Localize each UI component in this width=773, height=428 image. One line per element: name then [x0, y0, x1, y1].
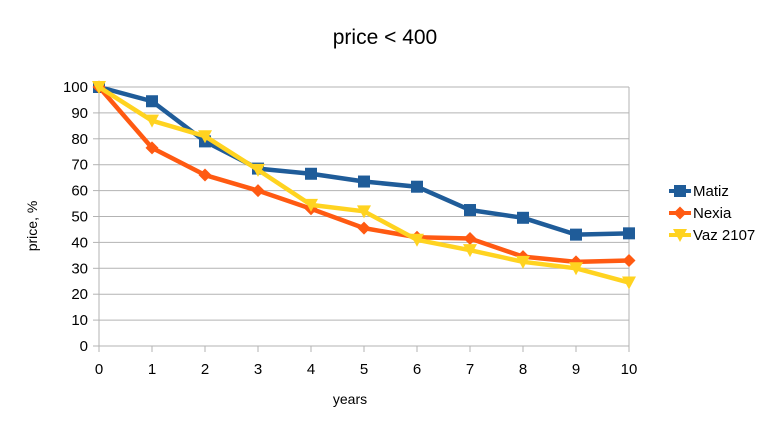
y-tick-label: 30 — [71, 260, 88, 277]
y-tick-label: 50 — [71, 209, 88, 226]
chart-title: price < 400 — [333, 26, 438, 49]
y-tick-label: 90 — [71, 105, 88, 122]
legend-label: Vaz 2107 — [693, 227, 755, 244]
data-point — [570, 228, 582, 241]
series-2 — [92, 81, 636, 290]
x-tick-label: 9 — [572, 361, 580, 378]
legend-entry-2: Vaz 2107 — [669, 227, 755, 244]
y-tick-label: 100 — [63, 79, 88, 96]
axes — [93, 86, 630, 352]
x-tick-label: 7 — [466, 361, 474, 378]
x-tick-label: 5 — [360, 361, 368, 378]
legend-marker — [673, 229, 687, 242]
x-tick-label: 0 — [95, 361, 103, 378]
legend-entry-1: Nexia — [669, 205, 732, 222]
data-point — [516, 255, 530, 269]
data-point — [357, 205, 371, 219]
data-point — [463, 244, 477, 258]
x-tick-label: 3 — [254, 361, 262, 378]
legend-entry-0: Matiz — [669, 183, 729, 200]
data-point — [517, 211, 529, 224]
y-tick-label: 70 — [71, 157, 88, 174]
data-point — [251, 163, 265, 177]
x-tick-label: 1 — [148, 361, 156, 378]
legend-label: Nexia — [693, 205, 732, 222]
y-tick-label: 10 — [71, 312, 88, 329]
y-tick-labels: 0 10 20 30 40 50 60 70 80 90 100 — [63, 79, 88, 355]
data-point — [251, 184, 265, 198]
series-layer — [92, 80, 636, 290]
data-point — [357, 221, 371, 235]
y-tick-label: 20 — [71, 286, 88, 303]
data-point — [622, 254, 636, 268]
data-point — [145, 114, 159, 128]
x-tick-label: 4 — [307, 361, 315, 378]
data-point — [305, 167, 317, 180]
legend-marker — [673, 206, 687, 220]
data-point — [198, 130, 212, 144]
data-point — [463, 232, 477, 246]
legend-marker — [674, 185, 686, 197]
y-tick-label: 60 — [71, 183, 88, 200]
y-tick-label: 80 — [71, 131, 88, 148]
data-point — [92, 81, 106, 94]
x-tick-label: 10 — [621, 361, 638, 378]
y-tick-label: 40 — [71, 234, 88, 251]
legend: Matiz Nexia Vaz 2107 — [669, 183, 755, 244]
x-tick-labels: 0 1 2 3 4 5 6 7 8 9 10 — [95, 361, 638, 378]
x-axis-title: years — [333, 391, 367, 407]
data-point — [304, 198, 318, 212]
x-tick-label: 8 — [519, 361, 527, 378]
data-point — [145, 141, 159, 155]
x-tick-label: 6 — [413, 361, 421, 378]
y-axis-title: price, % — [24, 201, 40, 252]
data-point — [569, 262, 583, 276]
legend-label: Matiz — [693, 183, 729, 200]
data-point — [464, 204, 476, 217]
data-point — [411, 180, 423, 193]
y-tick-label: 0 — [80, 338, 88, 355]
x-tick-label: 2 — [201, 361, 209, 378]
data-point — [622, 276, 636, 290]
data-point — [623, 227, 635, 240]
data-point — [358, 175, 370, 188]
data-point — [146, 95, 158, 108]
data-point — [410, 233, 424, 247]
data-point — [198, 168, 212, 182]
series-1 — [92, 80, 636, 269]
